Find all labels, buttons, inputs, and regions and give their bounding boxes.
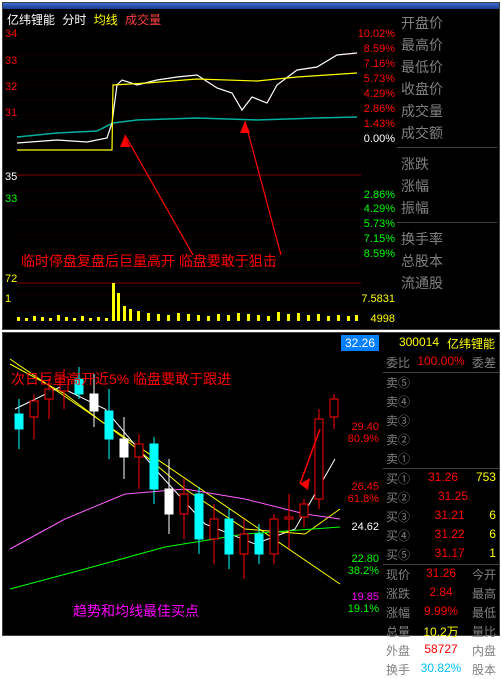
y-left-tick: 31 <box>5 107 17 119</box>
quote-field: 涨跌 <box>399 153 495 175</box>
quote-field: 最高价 <box>399 34 495 56</box>
info-label: 换手 <box>386 661 410 678</box>
annotation-text: 临时停盘复盘后巨量高开 临盘要敢于狙击 <box>21 251 277 271</box>
info-value: 2.84 <box>429 585 452 602</box>
sell-label: 卖⑤ <box>386 374 410 391</box>
y-right-tick: 2.86% <box>364 189 395 201</box>
buy-price: 31.26 <box>428 470 458 487</box>
info-label: 现价 <box>386 566 410 583</box>
y-right-tick: 4998 <box>371 313 395 325</box>
y-right-tick: 0.00% <box>364 133 395 145</box>
y-right-tick: 10.02% <box>358 28 395 40</box>
annotation-follow: 次日巨量高开近5% 临盘要敢于跟进 <box>11 369 231 389</box>
y-right-tick: 8.59% <box>364 43 395 55</box>
buy-vol: 6 <box>489 527 496 544</box>
buy-price: 31.21 <box>435 508 465 525</box>
y-left-tick: 35 <box>5 171 17 183</box>
quote-field: 涨幅 <box>399 175 495 197</box>
stock-name: 亿纬锂能 <box>447 335 495 352</box>
sell-label: 卖① <box>386 450 410 467</box>
quote-field: 收盘价 <box>399 78 495 100</box>
weibi-label: 委比 <box>386 354 410 371</box>
buy-price: 31.17 <box>435 546 465 563</box>
info-label2: 最低 <box>472 604 496 621</box>
info-label2: 最高 <box>472 585 496 602</box>
info-value: 31.26 <box>426 566 456 583</box>
quote-side-panel: 开盘价最高价最低价收盘价成交量成交额 涨跌涨幅振幅 换手率总股本流通股 <box>397 11 497 295</box>
y-left-tick: 72 <box>5 273 17 285</box>
order-book: 委比 100.00% 委差 卖⑤ 卖④ 卖③ 卖② 卖① 买① 31.26 753 买② 31.… <box>383 353 499 679</box>
info-value: 9.99% <box>424 604 458 621</box>
info-label: 涨幅 <box>386 604 410 621</box>
y-right-tick: 61.8% <box>348 493 379 505</box>
y-right-tick: 29.40 <box>351 421 379 433</box>
quote-field: 流通股 <box>399 272 495 294</box>
buy-label: 买④ <box>386 527 410 544</box>
y-right-tick: 22.80 <box>351 553 379 565</box>
quote-field: 总股本 <box>399 250 495 272</box>
info-label2: 量比 <box>472 623 496 640</box>
y-right-tick: 5.73% <box>364 73 395 85</box>
sell-label: 卖② <box>386 431 410 448</box>
buy-label: 买⑤ <box>386 546 410 563</box>
y-right-tick: 24.62 <box>351 521 379 533</box>
info-value: 58727 <box>424 642 457 659</box>
y-right-tick: 4.29% <box>364 88 395 100</box>
info-label: 涨跌 <box>386 585 410 602</box>
buy-vol: 6 <box>489 508 496 525</box>
quote-field: 开盘价 <box>399 12 495 34</box>
info-label: 外盘 <box>386 642 410 659</box>
y-right-tick: 38.2% <box>348 565 379 577</box>
y-right-tick: 19.85 <box>351 591 379 603</box>
y-left-tick: 33 <box>5 55 17 67</box>
buy-vol: 753 <box>476 470 496 487</box>
quote-field: 换手率 <box>399 228 495 250</box>
y-right-tick: 8.59% <box>364 248 395 260</box>
quote-field: 振幅 <box>399 197 495 219</box>
info-label2: 股本 <box>472 661 496 678</box>
info-label2: 内盘 <box>472 642 496 659</box>
intraday-panel: 亿纬锂能 分时 均线 成交量 343332313533721 10.02%8.5… <box>2 2 500 330</box>
y-left-tick: 34 <box>5 28 17 40</box>
y-right-tick: 80.9% <box>348 433 379 445</box>
buy-vol: 1 <box>489 546 496 563</box>
y-left-tick: 33 <box>5 193 17 205</box>
buy-label: 买② <box>386 489 410 506</box>
buy-price: 31.25 <box>438 489 468 506</box>
y-left-tick: 1 <box>5 293 11 305</box>
sell-label: 卖③ <box>386 412 410 429</box>
y-right-tick: 2.86% <box>364 103 395 115</box>
info-value: 10.2万 <box>423 623 458 640</box>
quote-field: 成交额 <box>399 122 495 144</box>
annotation-buypoint: 趋势和均线最佳买点 <box>73 601 199 621</box>
buy-label: 买① <box>386 470 410 487</box>
y-right-tick: 7.15% <box>364 233 395 245</box>
y-right-tick: 7.16% <box>364 58 395 70</box>
stock-code: 300014 <box>399 335 439 349</box>
buy-price: 31.22 <box>435 527 465 544</box>
buy-label: 买③ <box>386 508 410 525</box>
y-right-tick: 5.73% <box>364 218 395 230</box>
y-left-tick: 32 <box>5 81 17 93</box>
info-label2: 今开 <box>472 566 496 583</box>
window-titlebar <box>3 3 499 9</box>
candlestick-panel: 32.26 300014 亿纬锂能 次日巨量高开近5% 临盘要敢于跟进 趋势和均… <box>2 332 500 636</box>
y-right-tick: 4.29% <box>364 203 395 215</box>
quote-field: 成交量 <box>399 100 495 122</box>
info-value: 30.82% <box>421 661 462 678</box>
intraday-chart <box>17 25 361 325</box>
quote-field: 最低价 <box>399 56 495 78</box>
weibi-value: 100.00% <box>417 354 464 371</box>
info-label: 总量 <box>386 623 410 640</box>
y-right-tick: 19.1% <box>348 603 379 615</box>
sell-label: 卖④ <box>386 393 410 410</box>
weicha-label: 委差 <box>472 354 496 371</box>
y-right-tick: 1.43% <box>364 118 395 130</box>
y-right-tick: 7.5831 <box>361 293 395 305</box>
y-right-tick: 26.45 <box>351 481 379 493</box>
